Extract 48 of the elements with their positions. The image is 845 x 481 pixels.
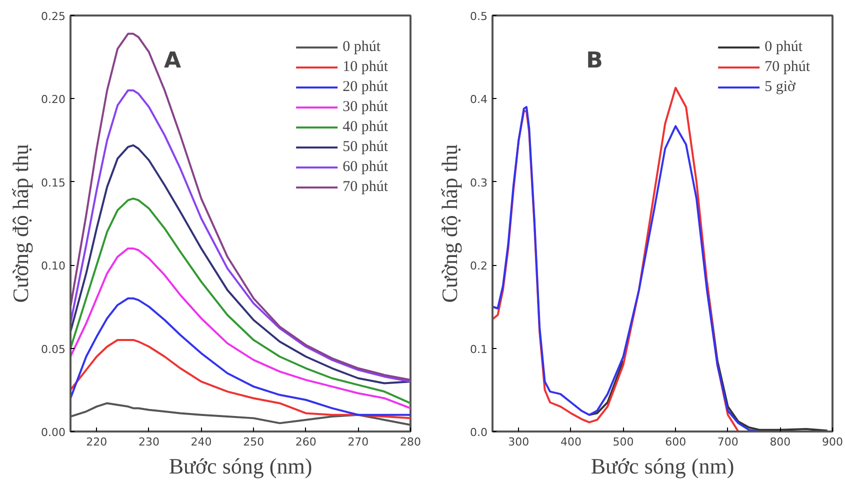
- y-tick-label: 0.10: [41, 260, 66, 273]
- x-tick-label: 500: [612, 436, 634, 448]
- x-tick-label: 600: [665, 436, 686, 448]
- y-tick-label: 0.3: [470, 176, 488, 190]
- y-axis-title: Cường độ hấp thụ: [8, 144, 34, 303]
- y-tick-label: 0.05: [41, 342, 66, 356]
- legend-label: 30 phút: [342, 98, 388, 116]
- legend-label: 60 phút: [342, 158, 388, 176]
- x-axis-title: Bước sóng (nm): [168, 454, 312, 478]
- line-series: [70, 247, 410, 410]
- x-tick-label: 230: [138, 436, 160, 448]
- legend-label: 0 phút: [764, 38, 802, 56]
- y-tick-label: 0.15: [41, 176, 66, 190]
- legend-label: 10 phút: [342, 58, 388, 76]
- y-tick-label: 0.25: [41, 10, 66, 23]
- legend-label: 0 phút: [342, 38, 380, 56]
- text: A: [164, 48, 182, 74]
- x-tick-label: 800: [770, 436, 791, 448]
- y-tick-label: 0.5: [470, 10, 488, 23]
- line-series: [70, 198, 410, 404]
- line-series: [70, 32, 410, 381]
- x-axis-title: Bước sóng (nm): [590, 454, 734, 478]
- legend-label: 70 phút: [342, 178, 388, 196]
- y-tick-label: 0.00: [41, 426, 66, 439]
- legend-label: 70 phút: [764, 58, 810, 76]
- x-tick-label: 400: [560, 436, 582, 448]
- y-axis-title: Cường độ hấp thụ: [437, 144, 462, 303]
- legend-label: 40 phút: [342, 118, 388, 136]
- line-series: [70, 297, 410, 416]
- x-tick-label: 700: [717, 436, 738, 448]
- legend-label: 5 giờ: [764, 78, 796, 96]
- x-tick-label: 240: [190, 436, 212, 448]
- legend-label: 20 phút: [342, 78, 388, 96]
- y-tick-label: 0.4: [470, 93, 488, 106]
- y-tick-label: 0.20: [41, 93, 66, 106]
- y-tick-label: 0.0: [470, 426, 488, 439]
- y-tick-label: 0.1: [470, 342, 488, 356]
- x-tick-label: 220: [86, 436, 108, 448]
- x-tick-label: 270: [348, 436, 369, 448]
- x-tick-label: 900: [822, 436, 843, 448]
- x-tick-label: 250: [243, 436, 264, 448]
- x-tick-label: 300: [508, 436, 530, 448]
- x-tick-label: 260: [295, 436, 316, 448]
- legend-label: 50 phút: [342, 138, 388, 156]
- line-series: [70, 338, 410, 420]
- x-tick-label: 280: [400, 436, 421, 448]
- y-tick-label: 0.2: [470, 260, 488, 273]
- text: B: [586, 48, 603, 74]
